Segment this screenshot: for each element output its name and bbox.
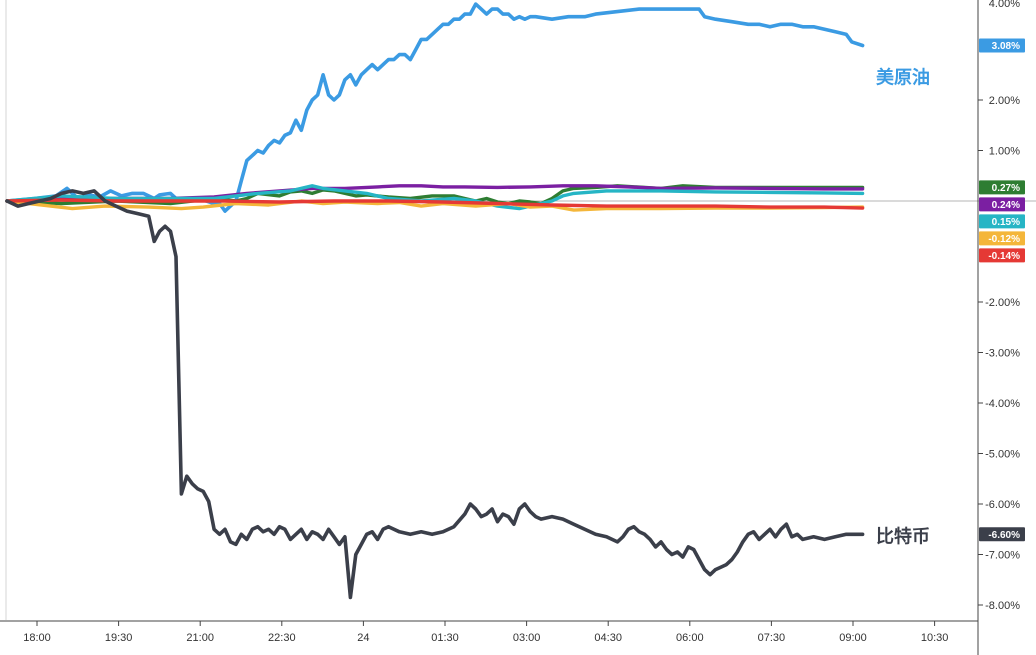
y-tick-label-8: -7.00% — [985, 550, 1020, 562]
x-tick-label-2: 21:00 — [186, 632, 214, 644]
series-line-7 — [5, 189, 865, 600]
last-value-badge-text-3: 0.24% — [992, 200, 1020, 211]
x-tick-label-1: 19:30 — [105, 632, 133, 644]
last-value-badge-text-1: 3.08% — [992, 41, 1020, 52]
last-value-badge-text-2: 0.27% — [992, 183, 1020, 194]
last-value-badge-text-5: -0.12% — [988, 234, 1020, 245]
y-tick-label-3: -2.00% — [985, 297, 1020, 309]
y-tick-label-5: -4.00% — [985, 398, 1020, 410]
series-label-7: 比特币 — [876, 525, 930, 547]
series-line-4 — [5, 184, 865, 211]
x-tick-label-4: 24 — [357, 632, 369, 644]
y-tick-label-9: -8.00% — [985, 600, 1020, 612]
y-tick-label-2: 1.00% — [989, 146, 1020, 158]
x-tick-label-0: 18:00 — [23, 632, 51, 644]
x-tick-label-11: 10:30 — [921, 632, 949, 644]
last-value-badge-text-7: -6.60% — [988, 530, 1020, 541]
x-tick-label-6: 03:00 — [513, 632, 541, 644]
y-tick-label-0: 4.00% — [989, 0, 1020, 10]
last-value-badge-text-6: -0.14% — [988, 251, 1020, 262]
series-label-1: 美原油 — [876, 66, 930, 88]
x-tick-label-7: 04:30 — [594, 632, 622, 644]
y-tick-label-4: -3.00% — [985, 348, 1020, 360]
y-tick-label-6: -5.00% — [985, 449, 1020, 461]
last-value-badge-1 — [979, 38, 1025, 53]
series-line-6 — [5, 198, 865, 210]
price-axis: 4.00% 2.00% 1.00% -2.00% -3.00% -4.00% -5.00% -… — [978, 0, 1020, 612]
last-value-badge-text-4: 0.15% — [992, 217, 1020, 228]
time-axis: 18:00 19:30 21:00 22:30 24 01:30 03:00 04:30 06:… — [23, 621, 948, 644]
last-value-badge-3 — [979, 197, 1025, 212]
x-tick-label-10: 09:00 — [839, 632, 867, 644]
x-tick-label-9: 07:30 — [758, 632, 786, 644]
last-value-badge-7 — [979, 527, 1025, 542]
last-value-badge-6 — [979, 248, 1025, 263]
x-tick-label-3: 22:30 — [268, 632, 296, 644]
x-tick-label-5: 01:30 — [431, 632, 459, 644]
y-tick-label-1: 2.00% — [989, 95, 1020, 107]
last-value-badges: 3.08% 0.27% 0.24% 0.15% -0.12% -0.14% -6.60% — [979, 38, 1025, 542]
x-tick-label-8: 06:00 — [676, 632, 704, 644]
last-value-badge-2 — [979, 180, 1025, 195]
last-value-badge-4 — [979, 214, 1025, 229]
last-value-badge-5 — [979, 231, 1025, 246]
series-layer — [5, 2, 865, 600]
y-tick-label-7: -6.00% — [985, 499, 1020, 511]
